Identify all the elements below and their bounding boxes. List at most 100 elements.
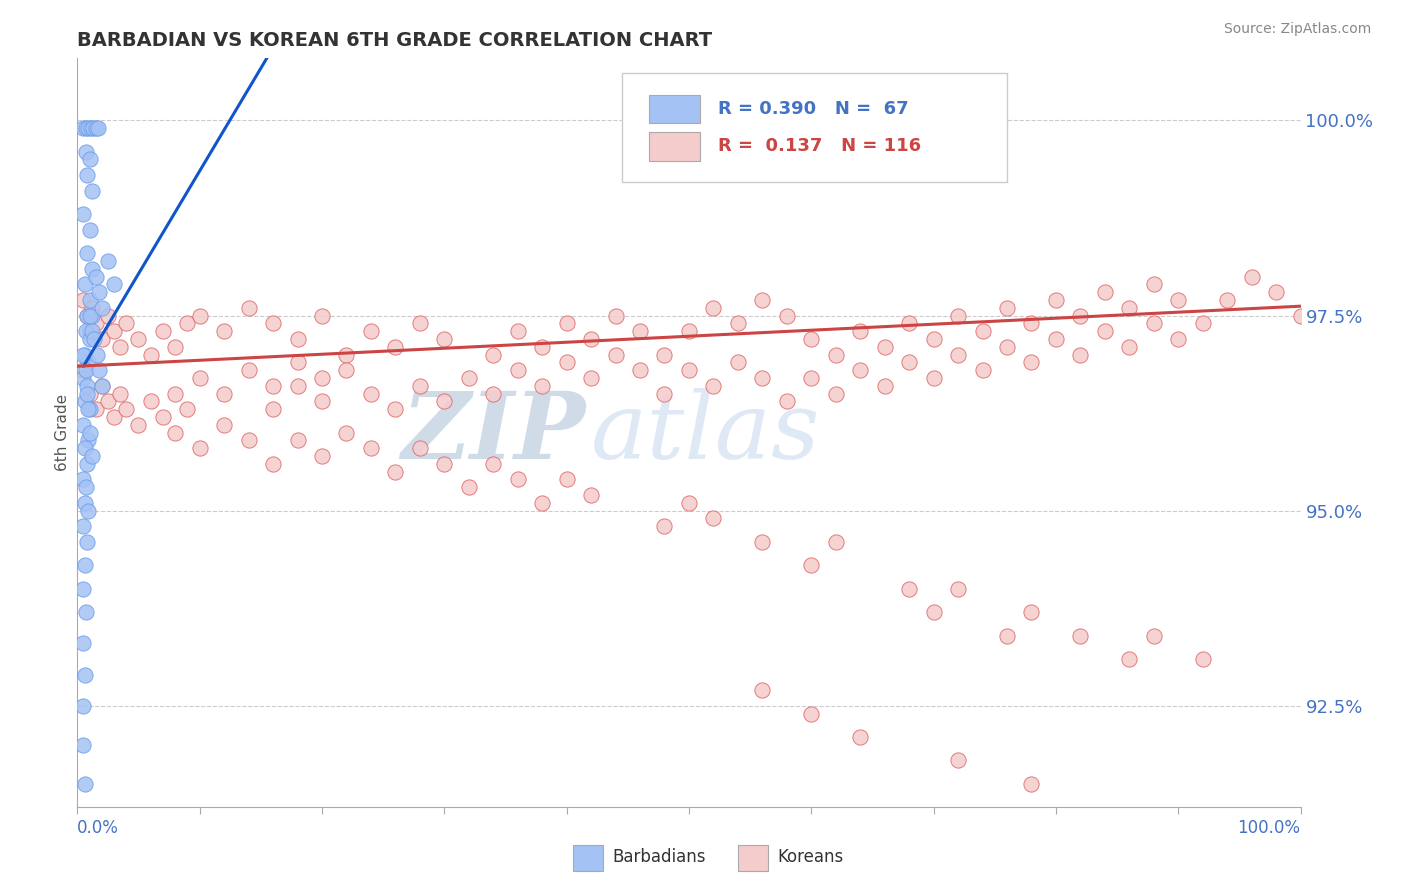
Point <box>1167 293 1189 307</box>
Point <box>188 309 211 323</box>
Point <box>727 355 749 369</box>
Point <box>262 378 284 392</box>
Point <box>127 332 149 346</box>
Text: atlas: atlas <box>591 388 821 477</box>
Point <box>311 449 333 463</box>
Point <box>79 293 101 307</box>
Text: 100.0%: 100.0% <box>1237 819 1301 837</box>
Point <box>433 394 456 409</box>
Point <box>922 371 945 385</box>
Point <box>360 441 382 455</box>
Point <box>1191 316 1213 330</box>
Point <box>72 698 94 713</box>
Point <box>506 363 529 377</box>
Point <box>76 386 98 401</box>
Point <box>482 347 505 361</box>
Point <box>800 558 823 573</box>
Point <box>922 332 945 346</box>
Point <box>165 386 187 401</box>
Point <box>262 457 284 471</box>
Point <box>80 324 103 338</box>
Point <box>1265 285 1288 299</box>
Point <box>311 394 333 409</box>
Point <box>238 434 260 448</box>
Point <box>824 386 846 401</box>
Point <box>238 363 260 377</box>
Point <box>824 535 846 549</box>
Point <box>457 480 479 494</box>
Point <box>73 496 96 510</box>
Point <box>531 378 554 392</box>
Point <box>1118 340 1140 354</box>
Point <box>1167 332 1189 346</box>
Point <box>73 777 96 791</box>
Point <box>139 347 162 361</box>
Point <box>77 434 100 448</box>
Point <box>287 378 309 392</box>
Point <box>579 488 602 502</box>
Y-axis label: 6th Grade: 6th Grade <box>55 394 70 471</box>
Point <box>946 309 969 323</box>
Point <box>605 347 627 361</box>
FancyBboxPatch shape <box>621 73 1007 182</box>
Point <box>75 121 97 136</box>
Point <box>531 340 554 354</box>
Point <box>212 386 235 401</box>
Point <box>79 153 101 167</box>
Point <box>776 394 799 409</box>
Point <box>1069 347 1091 361</box>
Point <box>103 409 125 424</box>
Point <box>115 402 138 417</box>
Text: R =  0.137   N = 116: R = 0.137 N = 116 <box>718 137 921 155</box>
Point <box>77 121 100 136</box>
Point <box>579 371 602 385</box>
Point <box>555 472 578 486</box>
Point <box>654 386 676 401</box>
Point <box>80 261 103 276</box>
Point <box>506 324 529 338</box>
Point <box>80 184 103 198</box>
FancyBboxPatch shape <box>572 845 603 871</box>
Point <box>152 324 174 338</box>
Point <box>77 402 100 417</box>
Point <box>73 441 96 455</box>
Point <box>1021 355 1043 369</box>
Point <box>311 309 333 323</box>
Point <box>482 457 505 471</box>
Point <box>82 121 104 136</box>
Point <box>97 309 120 323</box>
Point <box>238 301 260 315</box>
Point <box>702 511 724 525</box>
Point <box>849 324 872 338</box>
Point <box>72 363 94 377</box>
Point <box>97 394 120 409</box>
Point <box>433 332 456 346</box>
Point <box>1289 309 1312 323</box>
Point <box>77 503 100 517</box>
Point <box>103 277 125 292</box>
Point <box>72 636 94 650</box>
Point <box>654 519 676 533</box>
Point <box>433 457 456 471</box>
Point <box>360 324 382 338</box>
Point <box>531 496 554 510</box>
Point <box>176 316 198 330</box>
Point <box>84 121 107 136</box>
Point <box>176 402 198 417</box>
Point <box>849 363 872 377</box>
Point <box>628 324 651 338</box>
Point <box>1094 285 1116 299</box>
Point <box>1216 293 1239 307</box>
Point <box>702 301 724 315</box>
Point <box>287 434 309 448</box>
Point <box>409 441 432 455</box>
Point <box>165 340 187 354</box>
Point <box>1045 293 1067 307</box>
Point <box>678 363 700 377</box>
Point <box>76 309 98 323</box>
Point <box>90 301 112 315</box>
Point <box>108 386 131 401</box>
Point <box>79 386 101 401</box>
Point <box>75 324 97 338</box>
Point <box>335 425 357 440</box>
